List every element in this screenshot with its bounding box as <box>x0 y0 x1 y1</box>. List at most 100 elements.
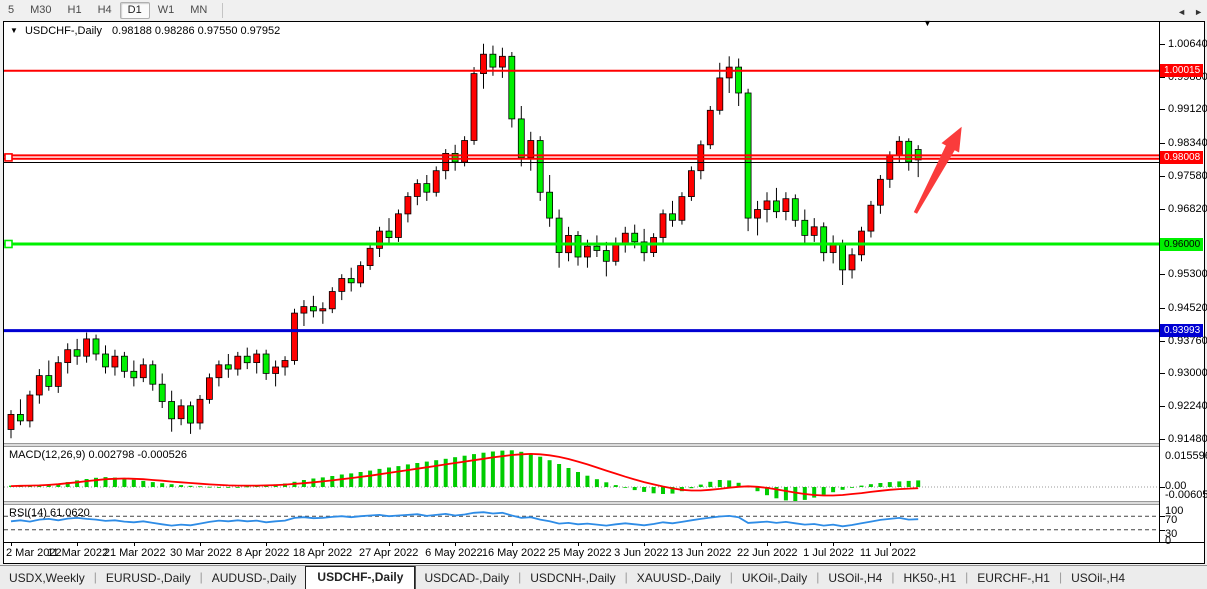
chart-dropdown-icon[interactable]: ▼ <box>10 26 18 35</box>
toolbar-separator <box>222 2 224 18</box>
symbol-tab-xauusd-daily[interactable]: XAUUSD-,Daily <box>636 571 721 585</box>
date-label: 11 Jul 2022 <box>859 547 916 559</box>
price-tick-label: 0.95300 <box>1168 268 1207 280</box>
date-label: 1 Jul 2022 <box>803 547 854 559</box>
price-axis[interactable]: 1.00640 0.99880 0.99120 0.98340 0.97580 … <box>1159 22 1207 547</box>
date-tick-mark <box>833 543 834 546</box>
date-tick-mark <box>266 543 267 546</box>
macd-axis-label: 0.00 <box>1165 480 1187 492</box>
rsi-level-tick <box>1160 530 1165 531</box>
tab-separator: | <box>965 570 969 584</box>
date-label: 27 Apr 2022 <box>359 547 419 559</box>
chart-symbol-label: USDCHF-,Daily <box>24 25 102 37</box>
tab-separator: | <box>93 570 97 584</box>
chart-shift-marker-icon[interactable]: ▼ <box>923 18 932 28</box>
price-level-badge: 0.98008 <box>1160 151 1203 164</box>
tab-separator: | <box>199 570 203 584</box>
price-tick-label: 0.98340 <box>1168 137 1207 149</box>
symbol-tab-usdchf-daily[interactable]: USDCHF-,Daily <box>305 566 416 589</box>
date-tick-mark <box>455 543 456 546</box>
main-price-chart[interactable] <box>4 22 1159 443</box>
date-label: 6 May 2022 <box>425 547 483 559</box>
date-tick-mark <box>701 543 702 546</box>
panel-splitter[interactable] <box>4 443 1204 447</box>
price-tick-label: 0.91480 <box>1168 433 1207 445</box>
price-tick-mark <box>1160 77 1165 78</box>
date-label: 8 Apr 2022 <box>236 547 290 559</box>
macd-axis-label: -0.006055 <box>1165 489 1207 501</box>
price-tick-mark <box>1160 44 1165 45</box>
date-tick-mark <box>134 543 135 546</box>
timeframe-button-h1[interactable]: H1 <box>67 3 82 16</box>
panel-splitter[interactable] <box>4 501 1204 505</box>
price-tick-mark <box>1160 176 1165 177</box>
date-tick-mark <box>767 543 768 546</box>
macd-panel[interactable] <box>4 447 1159 501</box>
tab-scroll-controls: ◄ ► <box>1177 6 1203 18</box>
price-tick-label: 0.93000 <box>1168 367 1207 379</box>
price-tick-label: 0.96820 <box>1168 203 1207 215</box>
symbol-tab-usdx-weekly[interactable]: USDX,Weekly <box>9 571 85 585</box>
date-label: 22 Jun 2022 <box>737 547 798 559</box>
price-tick-mark <box>1160 109 1165 110</box>
price-tick-label: 0.97580 <box>1168 170 1207 182</box>
timeframe-toolbar: 5 M30 H1 H4 D1 W1 MN <box>0 0 1207 20</box>
rsi-panel[interactable] <box>4 505 1159 542</box>
date-tick-mark <box>323 543 324 546</box>
date-label: 13 Jun 2022 <box>670 547 732 559</box>
price-tick-mark <box>1160 143 1165 144</box>
date-tick-mark <box>890 543 891 546</box>
tab-scroll-left-icon[interactable]: ◄ <box>1177 7 1187 17</box>
symbol-tab-usoil-h4[interactable]: USOil-,H4 <box>828 571 883 585</box>
price-tick-label: 1.00640 <box>1168 38 1207 50</box>
rsi-axis-label: 70 <box>1165 514 1178 526</box>
symbol-tab-hk50-h1[interactable]: HK50-,H1 <box>903 571 957 585</box>
timeframe-button-mn[interactable]: MN <box>190 3 208 16</box>
timeframe-button-m30[interactable]: M30 <box>30 3 52 16</box>
date-label: 11 Mar 2022 <box>47 547 109 559</box>
chart-window: ▼ USDCHF-,Daily 0.98188 0.98286 0.97550 … <box>3 18 1207 564</box>
price-tick-mark <box>1160 406 1165 407</box>
tab-separator: | <box>624 570 628 584</box>
symbol-tab-usoil-h4[interactable]: USOil-,H4 <box>1071 571 1126 585</box>
chart-ohlc-values: 0.98188 0.98286 0.97550 0.97952 <box>112 25 281 37</box>
timeframe-button-w1[interactable]: W1 <box>157 3 175 16</box>
tab-scroll-right-icon[interactable]: ► <box>1194 7 1203 17</box>
date-tick-mark <box>389 543 390 546</box>
price-tick-mark <box>1160 308 1165 309</box>
macd-axis-label: 0.015596 <box>1165 450 1207 462</box>
price-tick-label: 0.94520 <box>1168 302 1207 314</box>
time-axis[interactable]: 2 Mar 2022 11 Mar 2022 21 Mar 2022 30 Mar 2… <box>4 543 1159 562</box>
price-tick-mark <box>1160 209 1165 210</box>
tab-separator: | <box>518 570 522 584</box>
price-tick-mark <box>1160 274 1165 275</box>
timeframe-button-h4[interactable]: H4 <box>97 3 112 16</box>
price-tick-label: 0.99120 <box>1168 103 1207 115</box>
date-tick-mark <box>644 543 645 546</box>
date-label: 3 Jun 2022 <box>614 547 669 559</box>
price-tick-mark <box>1160 373 1165 374</box>
date-tick-mark <box>512 543 513 546</box>
symbol-tab-usdcnh-daily[interactable]: USDCNH-,Daily <box>530 571 616 585</box>
tab-separator: | <box>891 570 895 584</box>
date-tick-mark <box>200 543 201 546</box>
date-label: 16 May 2022 <box>481 547 546 559</box>
date-tick-mark <box>11 543 12 546</box>
macd-indicator-label: MACD(12,26,9) 0.002798 -0.000526 <box>9 449 187 461</box>
symbol-tab-eurchf-h1[interactable]: EURCHF-,H1 <box>977 571 1050 585</box>
date-label: 30 Mar 2022 <box>170 547 232 559</box>
panel-border <box>4 542 1204 543</box>
timeframe-button-d1[interactable]: D1 <box>119 1 150 19</box>
symbol-tab-ukoil-daily[interactable]: UKOil-,Daily <box>741 571 808 585</box>
symbol-tab-audusd-daily[interactable]: AUDUSD-,Daily <box>211 571 297 585</box>
date-label: 2 Mar 2022 <box>6 547 62 559</box>
price-tick-label: 0.92240 <box>1168 400 1207 412</box>
timeframe-button-5[interactable]: 5 <box>8 3 15 16</box>
symbol-tab-eurusd-daily[interactable]: EURUSD-,Daily <box>105 571 191 585</box>
symbol-tabbar: USDX,Weekly | EURUSD-,Daily | AUDUSD-,Daily U… <box>0 565 1207 589</box>
trend-arrow-annotation <box>913 126 962 214</box>
price-tick-mark <box>1160 341 1165 342</box>
symbol-tab-usdcad-daily[interactable]: USDCAD-,Daily <box>424 571 510 585</box>
price-tick-mark <box>1160 439 1165 440</box>
price-tick-label: 0.93760 <box>1168 335 1207 347</box>
